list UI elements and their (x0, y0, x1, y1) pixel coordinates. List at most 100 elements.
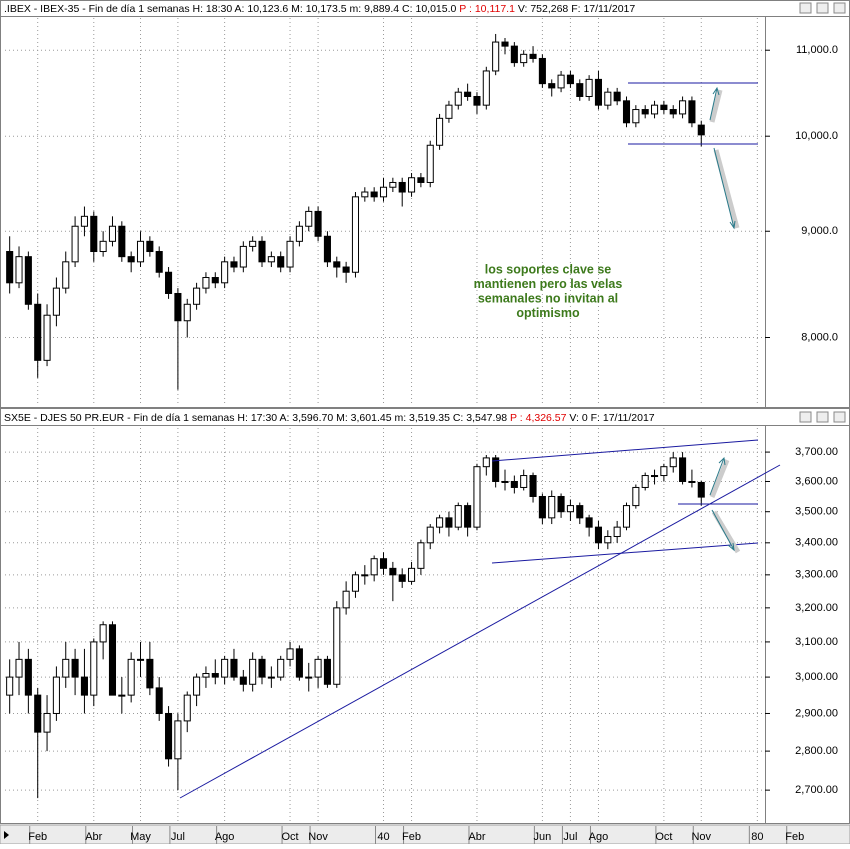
y-tick-label: 3,500.00 (795, 506, 838, 518)
candle-body (445, 104, 453, 119)
candle-body (258, 658, 266, 678)
candle-body (34, 694, 42, 733)
x-tick-label: Jul (563, 831, 577, 843)
candle-body (473, 95, 481, 106)
candle-body (408, 567, 416, 582)
candle-body (585, 78, 593, 97)
candle-body (127, 658, 135, 696)
candle-body (679, 100, 687, 115)
x-tick-label: Feb (402, 831, 421, 843)
candle-body (697, 124, 705, 136)
candle-body (99, 240, 107, 253)
candle-body (482, 70, 490, 106)
candle-body (314, 658, 322, 678)
candle-body (305, 210, 313, 227)
arrow-shadow (711, 510, 741, 554)
close-button[interactable] (833, 2, 846, 14)
candle-body (202, 673, 210, 678)
candle-body (660, 466, 668, 477)
candle-body (501, 41, 509, 47)
candle-body (24, 256, 32, 305)
candle-body (613, 91, 621, 102)
candle-body (333, 607, 341, 685)
candle-body (669, 109, 677, 115)
header-part: SX5E - DJES 50 PR.EUR - Fin de día 1 sem… (4, 412, 510, 424)
candle-body (370, 191, 378, 198)
panel-header-text: SX5E - DJES 50 PR.EUR - Fin de día 1 sem… (4, 412, 655, 424)
candle-body (249, 240, 257, 247)
y-tick-label: 3,200.00 (795, 602, 838, 614)
candle-body (286, 648, 294, 660)
candle-body (183, 303, 191, 322)
annotation: mantienen pero las velas (474, 277, 623, 291)
candle-body (482, 457, 490, 468)
candle-body (43, 712, 51, 733)
candle-body (62, 658, 70, 678)
minimize-button[interactable] (799, 411, 812, 423)
candle-body (464, 505, 472, 528)
header-part: V: 752,268 F: 17/11/2017 (515, 3, 635, 15)
candle-body (351, 196, 360, 273)
candle-body (305, 676, 313, 679)
y-tick-label: 3,100.00 (795, 636, 838, 648)
candle-body (566, 505, 574, 513)
candle-body (146, 658, 154, 689)
candle-body (454, 91, 462, 106)
scroll-arrow[interactable] (4, 831, 9, 839)
candle-body (174, 292, 182, 322)
candle-body (632, 109, 640, 124)
x-tick-label: Jul (171, 831, 185, 843)
channel-bottom (491, 542, 759, 564)
candle-body (641, 475, 649, 488)
candle-body (52, 287, 60, 316)
candle-body (473, 466, 481, 528)
candle-body (277, 658, 285, 678)
candle-body (370, 558, 378, 576)
maximize-button[interactable] (816, 2, 829, 14)
candle-body (604, 91, 612, 106)
x-tick-label: Feb (28, 831, 47, 843)
close-button[interactable] (833, 411, 846, 423)
candle-body (585, 517, 593, 528)
x-tick-label: Abr (85, 831, 102, 843)
candle-body (155, 251, 163, 273)
y-tick-label: 2,900.00 (795, 707, 838, 719)
candle-body (193, 287, 201, 305)
candle-body (108, 225, 117, 242)
candle-body (295, 648, 303, 678)
minimize-button[interactable] (799, 2, 812, 14)
candle-body (529, 475, 537, 497)
candle-body (136, 240, 145, 263)
candle-body (286, 240, 294, 268)
x-tick-label: Oct (655, 831, 672, 843)
candle-body (445, 517, 453, 528)
x-tick-label: 40 (377, 831, 389, 843)
candle-body (464, 91, 472, 97)
candle-body (71, 658, 79, 678)
candle-body (239, 245, 247, 268)
y-tick-label: 11,000.0 (796, 44, 838, 56)
drawings (179, 82, 781, 799)
annotation: semanales no invitan al (478, 291, 618, 305)
candle-body (351, 574, 360, 592)
candle-body (6, 676, 14, 696)
candle-body (323, 658, 331, 685)
candle-body (90, 641, 98, 696)
candle-body (99, 624, 107, 643)
candle-body (193, 676, 201, 696)
candle-body (221, 261, 229, 284)
y-tick-label: 3,400.00 (795, 537, 838, 549)
candle-body (492, 41, 500, 72)
maximize-button[interactable] (816, 411, 829, 423)
candle-body (118, 225, 126, 258)
y-tick-label: 3,000.00 (795, 671, 838, 683)
candle-body (417, 542, 425, 569)
candle-body (492, 457, 500, 482)
arrow-shadow (709, 89, 723, 123)
arrow-shadow (709, 459, 730, 498)
candle-body (454, 505, 462, 528)
candle-body (267, 256, 275, 263)
candle-body (538, 495, 546, 519)
panel-header-text: .IBEX - IBEX-35 - Fin de día 1 semanas H… (4, 3, 635, 15)
candle-body (155, 687, 163, 714)
